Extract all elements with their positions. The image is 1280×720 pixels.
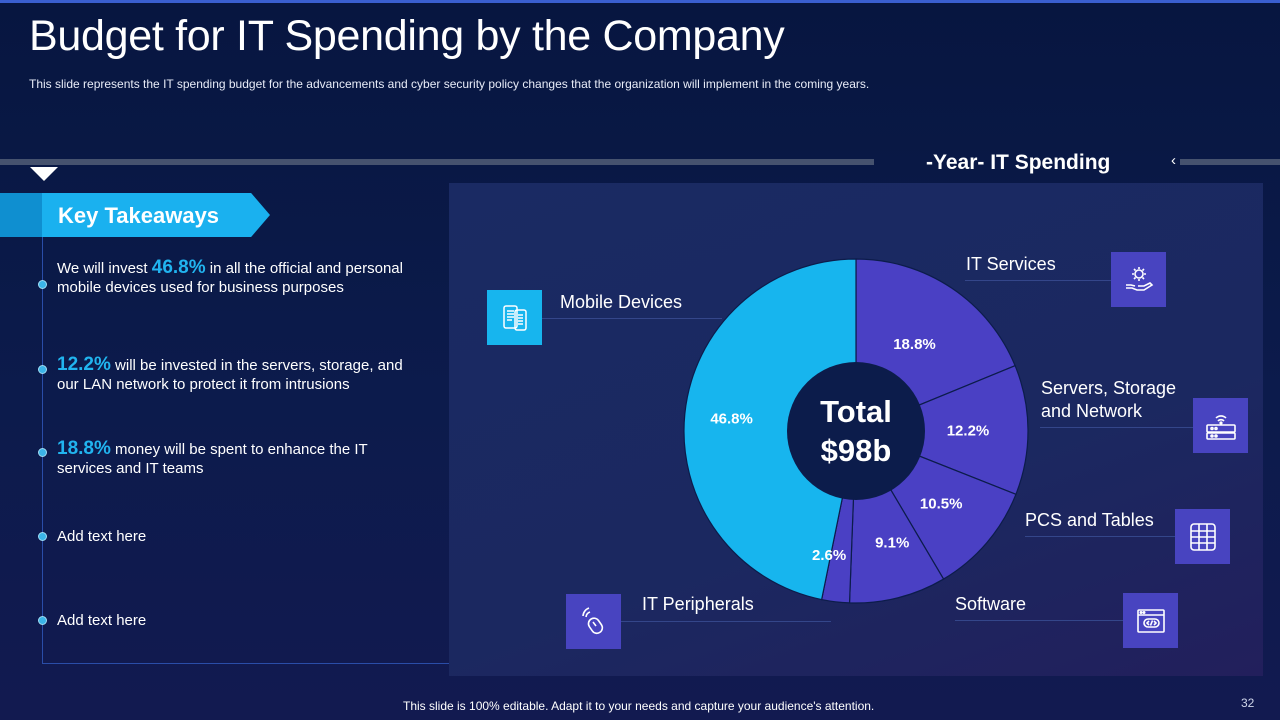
triangle-down-icon: [30, 167, 58, 181]
label-pcs: PCS and Tables: [1025, 510, 1154, 530]
leader-line: [542, 318, 722, 319]
tablet-grid-icon: [1175, 509, 1230, 564]
mobile-devices-icon: [487, 290, 542, 345]
chevron-left-icon: ‹: [1171, 152, 1176, 169]
chart-title: -Year- IT Spending: [926, 151, 1111, 174]
label-it-services: IT Services: [966, 254, 1056, 274]
gear-hand-icon: [1111, 252, 1166, 307]
takeaways-vertical-line: [42, 195, 43, 663]
highlight-value: 12.2%: [57, 354, 111, 375]
takeaway-item-5: Add text here: [57, 612, 147, 629]
highlight-value: 18.8%: [57, 438, 111, 459]
bullet-dot: [38, 280, 47, 289]
router-icon: [1193, 398, 1248, 453]
key-takeaways-heading: Key Takeaways: [58, 203, 220, 228]
leader-line: [621, 621, 831, 622]
footer-note: This slide is 100% editable. Adapt it to…: [403, 699, 875, 713]
takeaway-item-4: Add text here: [57, 528, 147, 545]
page-title: Budget for IT Spending by the Company: [29, 12, 785, 60]
divider-bar-right: [1180, 159, 1280, 165]
key-takeaways-banner-tab: [0, 193, 42, 237]
bullet-dot: [38, 532, 47, 541]
takeaways-bottom-line: [42, 663, 449, 664]
leader-line: [955, 620, 1123, 621]
label-mobile: Mobile Devices: [560, 292, 683, 312]
page-subtitle: This slide represents the IT spending bu…: [29, 77, 870, 91]
leader-line: [1040, 427, 1193, 428]
label-software: Software: [955, 594, 1027, 614]
code-window-icon: [1123, 593, 1178, 648]
highlight-value: 46.8%: [151, 257, 206, 278]
label-peripherals: IT Peripherals: [642, 594, 754, 614]
page-number: 32: [1241, 696, 1255, 710]
takeaway-item-3: 18.8% money will be spent to enhance the…: [57, 438, 368, 477]
top-accent-line: [0, 0, 1280, 3]
bullet-dot: [38, 448, 47, 457]
leader-line: [1025, 536, 1175, 537]
divider-bar-left: [0, 159, 874, 165]
key-takeaways-banner: [0, 193, 270, 237]
leader-line: [965, 280, 1111, 281]
takeaway-item-1: We will invest 46.8% in all the official…: [57, 257, 403, 296]
bullet-dot: [38, 616, 47, 625]
bullet-dot: [38, 365, 47, 374]
mouse-icon: [566, 594, 621, 649]
label-servers: Servers, Storage and Network: [1041, 378, 1177, 421]
takeaway-item-2: 12.2% will be invested in the servers, s…: [57, 354, 403, 393]
